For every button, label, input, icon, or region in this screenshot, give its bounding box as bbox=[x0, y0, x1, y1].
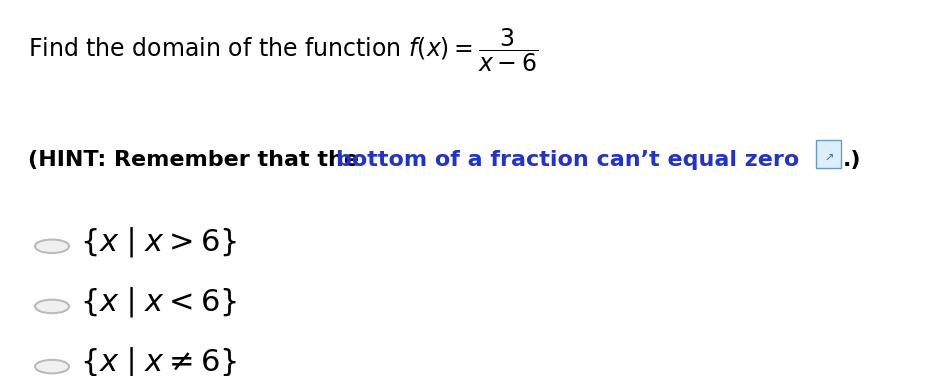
Circle shape bbox=[35, 360, 69, 373]
Circle shape bbox=[35, 240, 69, 253]
Text: $\{x \mid x > 6\}$: $\{x \mid x > 6\}$ bbox=[80, 226, 237, 260]
Circle shape bbox=[35, 300, 69, 313]
Text: $\{x \mid x \neq 6\}$: $\{x \mid x \neq 6\}$ bbox=[80, 346, 237, 376]
Text: bottom of a fraction can’t equal zero: bottom of a fraction can’t equal zero bbox=[336, 150, 799, 170]
Text: .): .) bbox=[843, 150, 862, 170]
Text: (HINT: Remember that the: (HINT: Remember that the bbox=[28, 150, 367, 170]
Text: ↗: ↗ bbox=[824, 154, 833, 164]
FancyBboxPatch shape bbox=[816, 140, 841, 168]
Text: Find the domain of the function $f(x) = \dfrac{3}{x-6}$: Find the domain of the function $f(x) = … bbox=[28, 26, 538, 74]
Text: $\{x \mid x < 6\}$: $\{x \mid x < 6\}$ bbox=[80, 286, 237, 320]
